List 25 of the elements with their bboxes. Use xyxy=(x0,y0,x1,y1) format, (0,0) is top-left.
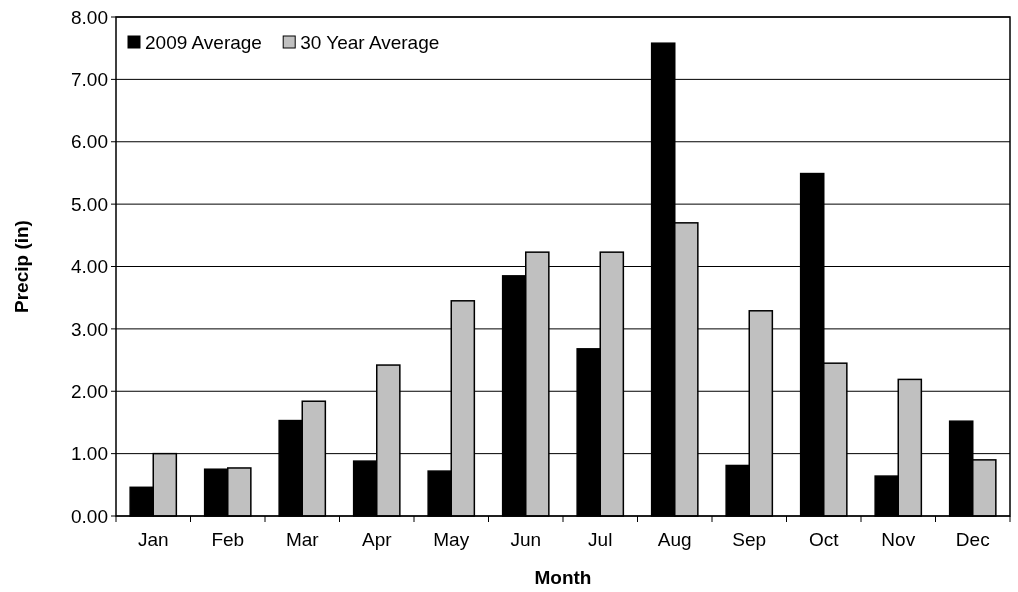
x-tick-label: Feb xyxy=(211,529,245,550)
y-tick-label: 3.00 xyxy=(71,318,108,340)
x-tick-label: Apr xyxy=(361,529,393,550)
x-axis-title: Month xyxy=(534,567,592,588)
y-tick-label: 0.00 xyxy=(71,505,108,527)
y-tick-label: 7.00 xyxy=(71,69,108,91)
y-tick-label: 4.00 xyxy=(71,256,108,278)
x-tick-label: Nov xyxy=(881,529,916,550)
y-tick-label: 6.00 xyxy=(71,131,108,153)
y-tick-label: 5.00 xyxy=(71,193,108,215)
x-tick-label: Jun xyxy=(510,529,542,550)
y-tick-label: 8.00 xyxy=(71,6,108,28)
x-tick-label: Aug xyxy=(657,529,692,550)
x-tick-label: May xyxy=(433,529,470,550)
x-tick-label: Sep xyxy=(732,529,767,550)
y-tick-label: 2.00 xyxy=(71,380,108,402)
x-tick-label: Oct xyxy=(808,529,840,550)
y-tick-label: 1.00 xyxy=(71,443,108,465)
x-tick-label: Mar xyxy=(285,529,320,550)
x-tick-label: Jul xyxy=(588,529,613,550)
legend-label: 30 Year Average xyxy=(300,31,440,53)
y-axis-title: Precip (in) xyxy=(11,220,32,313)
x-tick-label: Dec xyxy=(955,529,990,550)
legend-label: 2009 Average xyxy=(145,31,262,53)
x-tick-label: Jan xyxy=(137,529,169,550)
